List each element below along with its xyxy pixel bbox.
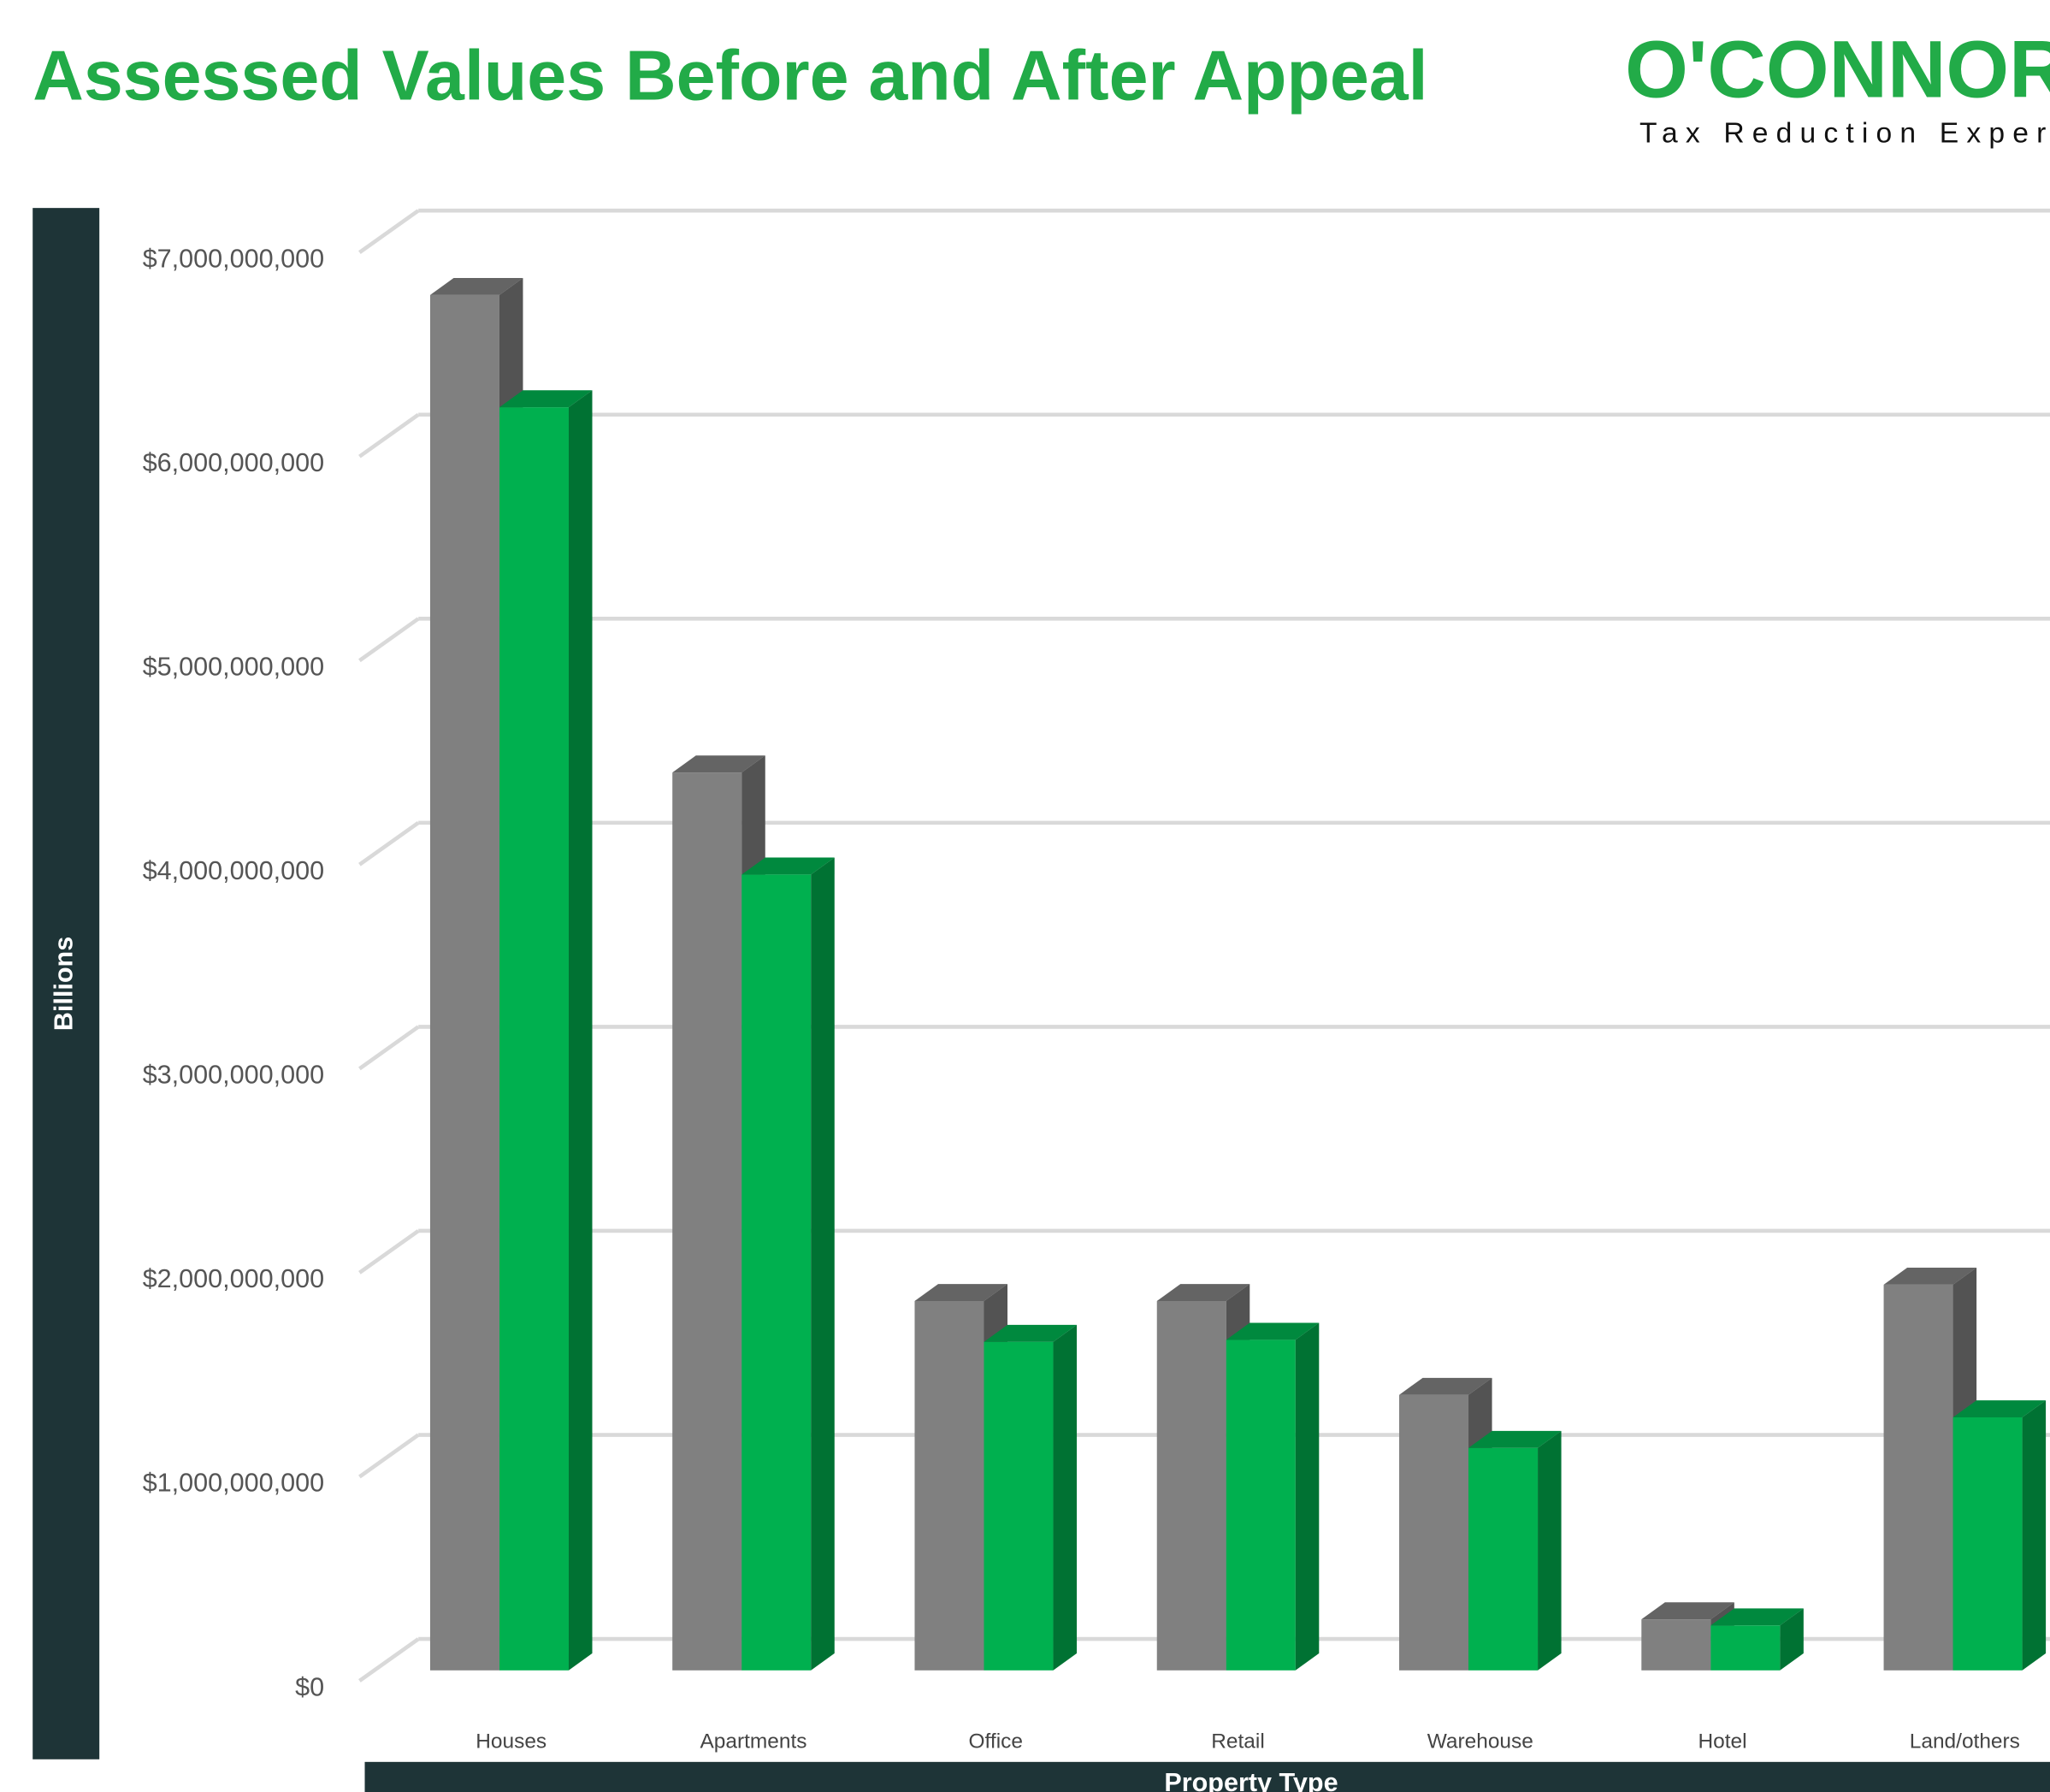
bar bbox=[914, 1301, 984, 1671]
bar-top bbox=[499, 390, 593, 408]
y-axis-band bbox=[32, 208, 100, 1759]
bar-side bbox=[1295, 1322, 1320, 1671]
bar-side bbox=[2022, 1400, 2047, 1671]
grid-line-side bbox=[358, 617, 420, 663]
x-axis-band bbox=[364, 1761, 2050, 1792]
x-axis-title: Property Type bbox=[1164, 1768, 1338, 1792]
bar-top bbox=[1156, 1284, 1250, 1302]
bar bbox=[1953, 1416, 2023, 1671]
bar bbox=[1710, 1625, 1781, 1671]
bar-side bbox=[1780, 1608, 1804, 1671]
x-tick-label: Apartments bbox=[700, 1730, 806, 1753]
bar bbox=[1468, 1447, 1539, 1671]
chart-title: Assessed Values Before and After Appeal bbox=[32, 37, 1427, 115]
bar-side bbox=[568, 390, 593, 1671]
y-tick-label: $0 bbox=[295, 1672, 324, 1701]
bar bbox=[741, 874, 812, 1671]
bar-top bbox=[1399, 1377, 1492, 1395]
y-tick-label: $7,000,000,000 bbox=[143, 244, 324, 273]
x-tick-label: Houses bbox=[476, 1730, 546, 1753]
grid-line-side bbox=[358, 1229, 420, 1275]
bar bbox=[672, 772, 742, 1671]
y-tick-label: $4,000,000,000 bbox=[143, 856, 324, 885]
y-tick-label: $1,000,000,000 bbox=[143, 1469, 324, 1498]
y-tick-label: $2,000,000,000 bbox=[143, 1264, 324, 1293]
grid-line-side bbox=[358, 209, 420, 255]
x-tick-label: Office bbox=[969, 1730, 1023, 1753]
logo-name: O'CONNOR bbox=[1625, 25, 2050, 115]
bar bbox=[1226, 1340, 1296, 1671]
bar-top bbox=[1953, 1400, 2047, 1417]
bar-top bbox=[1226, 1322, 1320, 1340]
bar-top bbox=[914, 1284, 1008, 1302]
bar-top bbox=[1883, 1268, 1977, 1285]
bar-top bbox=[984, 1324, 1078, 1342]
grid-line-side bbox=[358, 1433, 420, 1479]
bar-top bbox=[429, 278, 523, 295]
logo-tagline: Tax Reduction Experts bbox=[1639, 117, 2050, 149]
bar bbox=[1641, 1619, 1711, 1671]
bar bbox=[1156, 1301, 1226, 1671]
bar bbox=[1399, 1394, 1469, 1671]
bar bbox=[984, 1341, 1054, 1671]
bar-top bbox=[1710, 1608, 1804, 1626]
bar bbox=[499, 407, 569, 1671]
bar-side bbox=[1053, 1324, 1078, 1671]
bar-top bbox=[1641, 1602, 1734, 1620]
y-tick-label: $5,000,000,000 bbox=[143, 652, 324, 681]
bar-side bbox=[811, 857, 835, 1671]
grid-line-side bbox=[358, 1025, 420, 1071]
y-tick-label: $3,000,000,000 bbox=[143, 1061, 324, 1090]
bar-top bbox=[1468, 1430, 1562, 1448]
grid-line-side bbox=[358, 412, 420, 458]
x-tick-label: Retail bbox=[1211, 1730, 1265, 1753]
y-axis-title: Billions bbox=[50, 937, 79, 1031]
x-tick-label: Land/others bbox=[1910, 1730, 2020, 1753]
grid-line-side bbox=[358, 820, 420, 866]
bar-side bbox=[1538, 1430, 1562, 1671]
x-tick-label: Hotel bbox=[1698, 1730, 1747, 1753]
bar bbox=[1883, 1284, 1953, 1671]
y-tick-label: $6,000,000,000 bbox=[143, 448, 324, 477]
bar-top bbox=[741, 857, 835, 875]
grid-line-side bbox=[358, 1637, 420, 1683]
bar bbox=[429, 294, 499, 1671]
bar-top bbox=[672, 755, 765, 773]
x-tick-label: Warehouse bbox=[1427, 1730, 1533, 1753]
